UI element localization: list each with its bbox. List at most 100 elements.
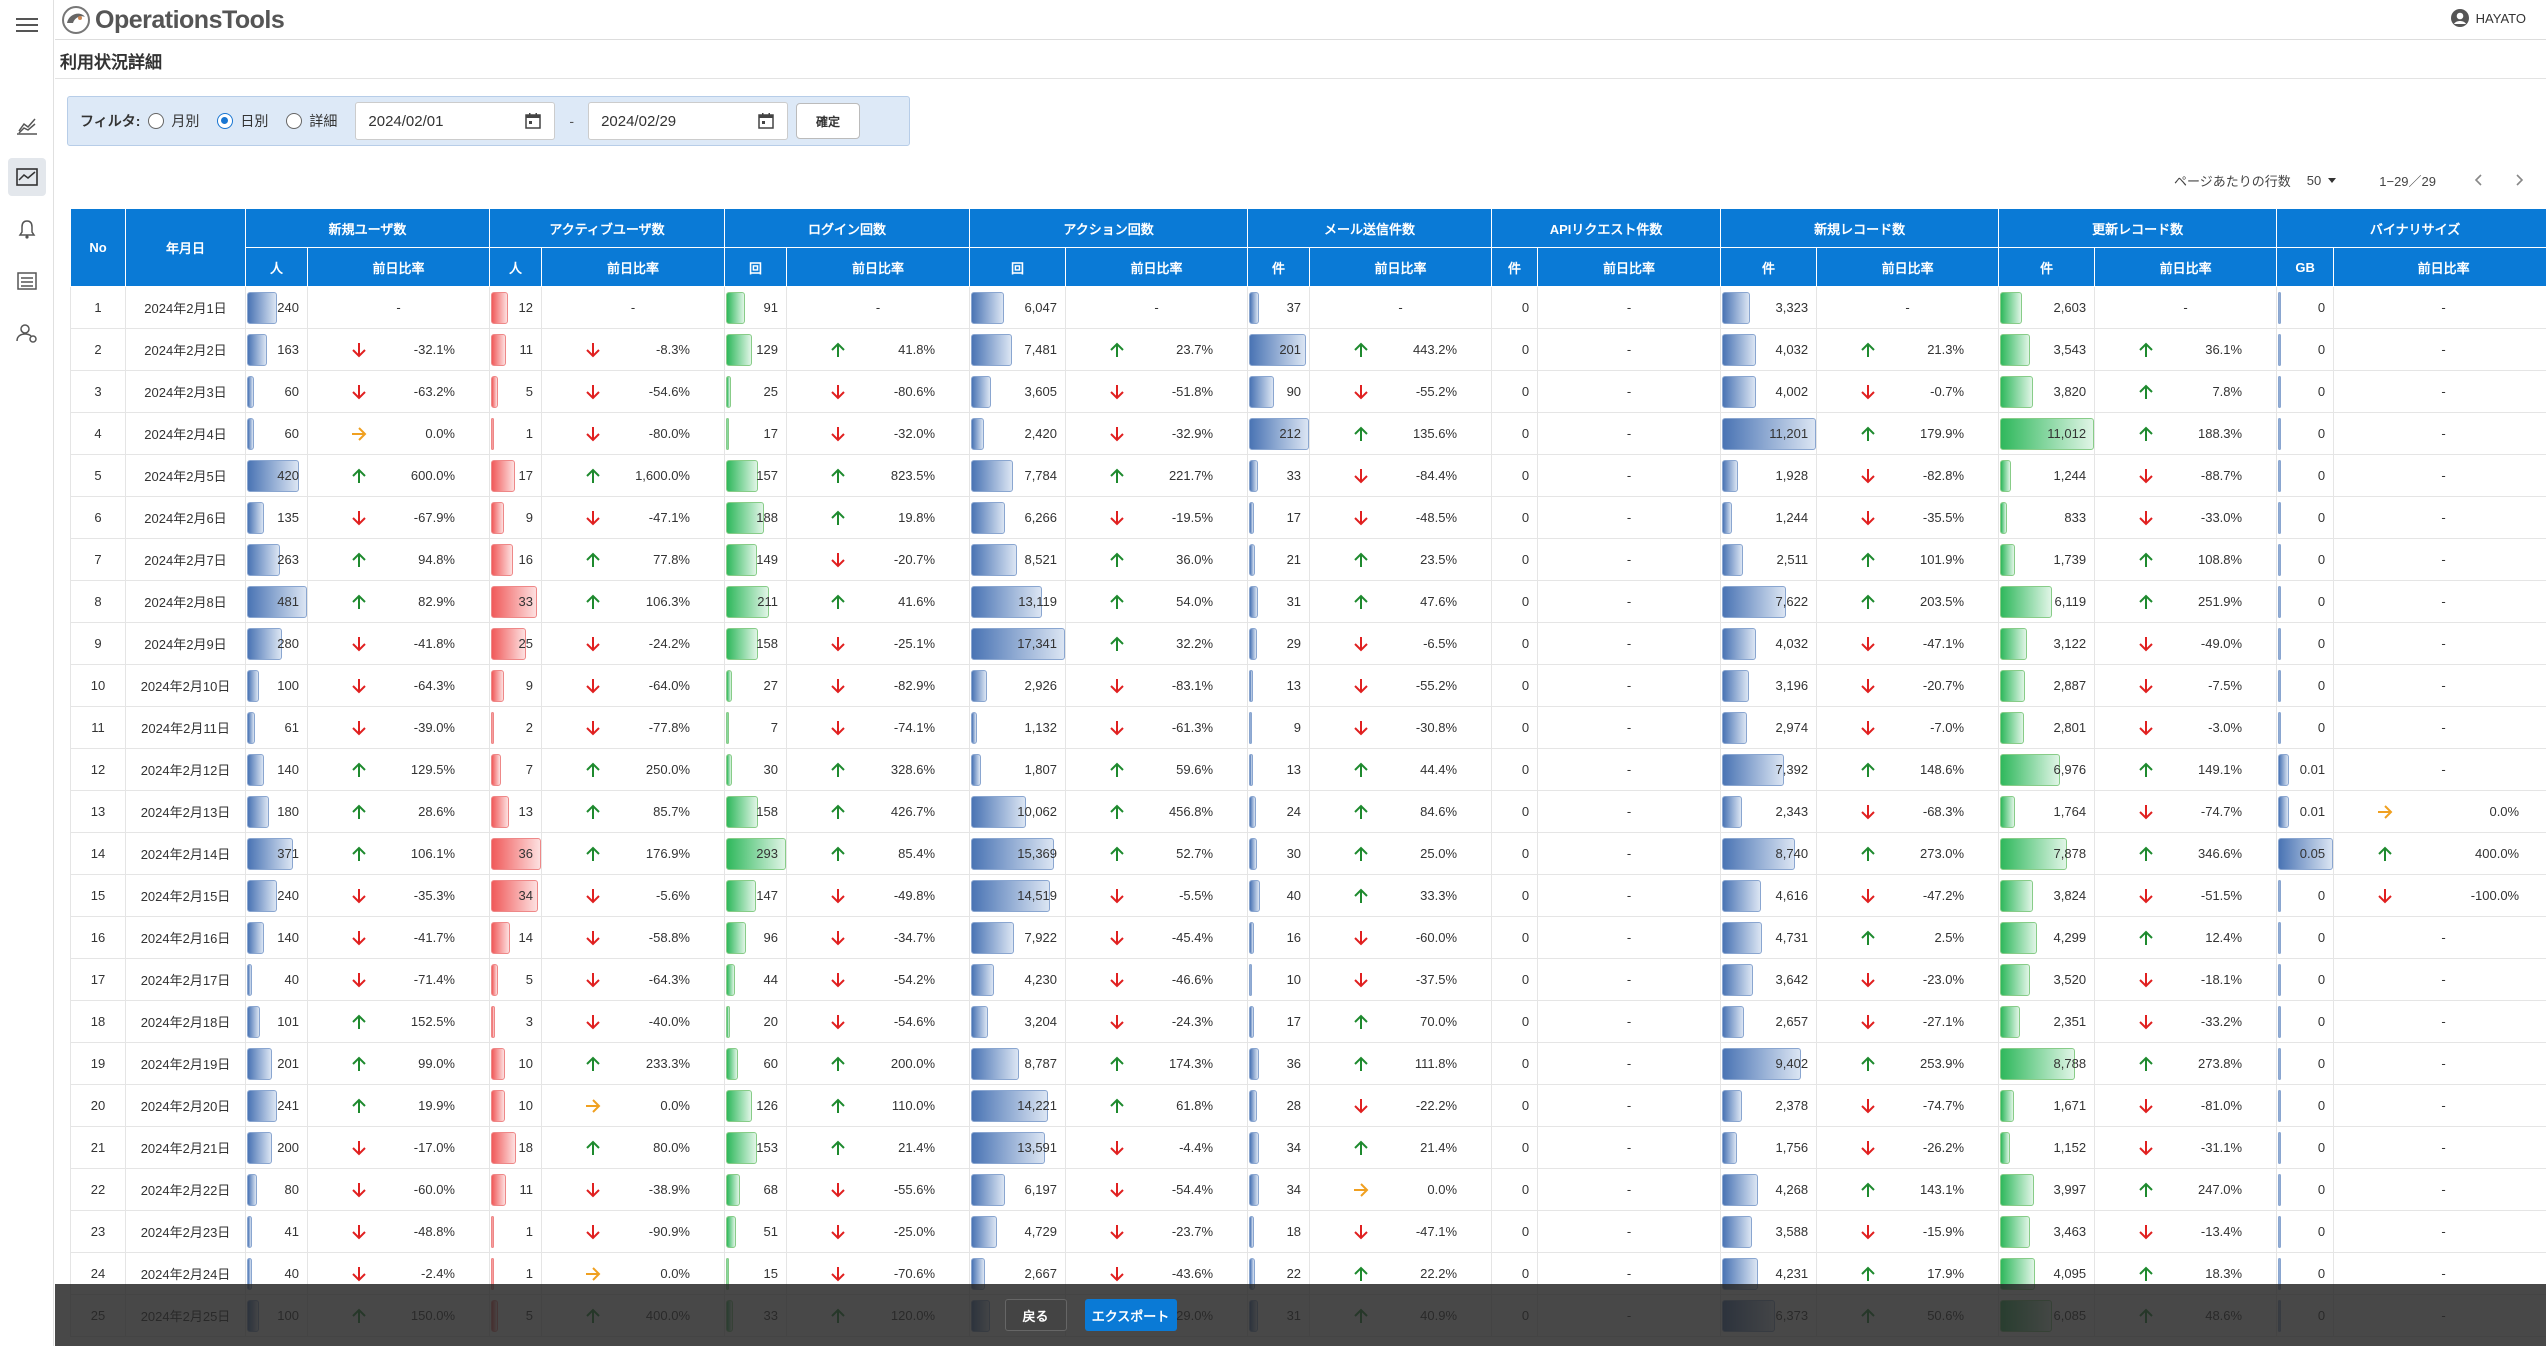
alert-bell-icon[interactable]: [8, 210, 46, 248]
ratio-cell: -5.6%: [541, 874, 725, 917]
ratio-cell: -80.6%: [785, 370, 971, 413]
metric-value: 90: [1286, 384, 1302, 399]
value-bar: [971, 1048, 1020, 1080]
row-no: 13: [70, 790, 126, 833]
ratio-cell: 251.9%: [2094, 580, 2278, 623]
radio-circle[interactable]: [148, 113, 165, 129]
metric-value: 28: [1286, 1098, 1302, 1113]
ratio-cell: -54.2%: [785, 958, 971, 1001]
value-bar: [247, 418, 254, 450]
table-row[interactable]: 11 2024年2月11日 61 -39.0% 2 -77.8% 7 -74.1% 1,132 -…: [70, 706, 2546, 749]
ratio-cell: -: [2333, 580, 2546, 623]
ratio-value: -23.7%: [1171, 1224, 1214, 1239]
calendar-icon[interactable]: [524, 112, 542, 130]
table-row[interactable]: 13 2024年2月13日 180 28.6% 13 85.7% 158 426.7% 10,0…: [70, 790, 2546, 833]
ratio-cell: -88.7%: [2094, 454, 2278, 497]
app-logo[interactable]: OperationsTools: [61, 4, 285, 36]
table-row[interactable]: 15 2024年2月15日 240 -35.3% 34 -5.6% 147 -49.8% 14,…: [70, 874, 2546, 917]
metric-value-cell: 0: [2276, 1000, 2335, 1043]
value-bar: [726, 1174, 740, 1206]
radio-detail[interactable]: 詳細: [286, 111, 337, 131]
metric-value-cell: 0: [1491, 916, 1539, 959]
user-admin-icon[interactable]: [8, 314, 46, 352]
ratio-header: 前日比率: [541, 247, 725, 287]
start-date-input[interactable]: 2024/02/01: [355, 102, 556, 140]
table-row[interactable]: 6 2024年2月6日 135 -67.9% 9 -47.1% 188 19.8% 6,266 -…: [70, 496, 2546, 539]
arrow-down-icon: [2139, 1098, 2153, 1113]
arrow-up-icon: [831, 846, 845, 861]
row-date: 2024年2月18日: [125, 1000, 246, 1043]
table-row[interactable]: 5 2024年2月5日 420 600.0% 17 1,600.0% 157 823.5% 7,…: [70, 454, 2546, 497]
radio-circle-checked[interactable]: [217, 113, 234, 129]
ratio-value: -31.1%: [2200, 1140, 2243, 1155]
table-row[interactable]: 21 2024年2月21日 200 -17.0% 18 80.0% 153 21.4% 13,5…: [70, 1126, 2546, 1169]
ratio-cell: 426.7%: [785, 790, 971, 833]
value-bar: [726, 376, 731, 408]
metric-value-cell: 0: [2276, 580, 2335, 623]
export-button[interactable]: エクスポート: [1084, 1299, 1177, 1331]
back-button[interactable]: 戻る: [1004, 1299, 1067, 1331]
table-row[interactable]: 12 2024年2月12日 140 129.5% 7 250.0% 30 328.6% 1,80…: [70, 748, 2546, 791]
menu-icon[interactable]: [8, 6, 46, 44]
metric-value: 27: [763, 678, 778, 693]
metric-value-cell: 11: [489, 328, 542, 371]
table-row[interactable]: 7 2024年2月7日 263 94.8% 16 77.8% 149 -20.7% 8,521 3…: [70, 538, 2546, 581]
table-row[interactable]: 23 2024年2月23日 41 -48.8% 1 -90.9% 51 -25.0% 4,729…: [70, 1210, 2546, 1253]
value-bar: [726, 1216, 736, 1248]
table-row[interactable]: 3 2024年2月3日 60 -63.2% 5 -54.6% 25 -80.6% 3,605 -5…: [70, 370, 2546, 413]
table-row[interactable]: 10 2024年2月10日 100 -64.3% 9 -64.0% 27 -82.9% 2,92…: [70, 664, 2546, 707]
table-row[interactable]: 19 2024年2月19日 201 99.0% 10 233.3% 60 200.0% 8,78…: [70, 1042, 2546, 1085]
arrow-up-icon: [1354, 1140, 1368, 1155]
metric-value-cell: 0: [2276, 286, 2335, 329]
user-menu[interactable]: HAYATO: [2450, 8, 2526, 28]
confirm-button[interactable]: 確定: [796, 103, 861, 139]
table-row[interactable]: 1 2024年2月1日 240-12-91-6,047-37-0-3,323-2,6…: [70, 286, 2546, 329]
metric-value: 0: [2317, 384, 2326, 399]
metric-value-cell: 0: [1491, 958, 1539, 1001]
arrow-up-icon: [586, 552, 600, 567]
metric-value: 7,878: [2053, 846, 2087, 861]
arrow-up-icon: [1354, 594, 1368, 609]
radio-circle[interactable]: [286, 113, 303, 129]
metric-value: 0: [1521, 720, 1530, 735]
row-date: 2024年2月2日: [125, 328, 246, 371]
value-bar: [491, 460, 515, 492]
value-bar: [2000, 586, 2053, 618]
value-bar: [726, 586, 769, 618]
prev-page-icon[interactable]: [2472, 173, 2486, 187]
arrow-up-icon: [831, 594, 845, 609]
ratio-cell: -32.9%: [1065, 412, 1249, 455]
list-icon[interactable]: [8, 262, 46, 300]
ratio-value: -90.9%: [648, 1224, 690, 1239]
ratio-cell: 108.8%: [2094, 538, 2278, 581]
table-row[interactable]: 8 2024年2月8日 481 82.9% 33 106.3% 211 41.6% 13,119…: [70, 580, 2546, 623]
ratio-cell: 19.9%: [307, 1084, 490, 1127]
radio-daily[interactable]: 日別: [217, 111, 268, 131]
ratio-value: 52.7%: [1176, 846, 1214, 861]
table-row[interactable]: 2 2024年2月2日 163 -32.1% 11 -8.3% 129 41.8% 7,481 2…: [70, 328, 2546, 371]
table-row[interactable]: 9 2024年2月9日 280 -41.8% 25 -24.2% 158 -25.1% 17,3…: [70, 622, 2546, 665]
chart-icon[interactable]: [8, 106, 46, 144]
ratio-value: -47.2%: [1922, 888, 1965, 903]
table-row[interactable]: 16 2024年2月16日 140 -41.7% 14 -58.8% 96 -34.7% 7,9…: [70, 916, 2546, 959]
metric-value-cell: 25: [489, 622, 542, 665]
ratio-cell: 36.0%: [1065, 538, 1249, 581]
end-date-input[interactable]: 2024/02/29: [588, 102, 789, 140]
table-row[interactable]: 22 2024年2月22日 80 -60.0% 11 -38.9% 68 -55.6% 6,19…: [70, 1168, 2546, 1211]
table-row[interactable]: 14 2024年2月14日 371 106.1% 36 176.9% 293 85.4% 15,…: [70, 832, 2546, 875]
next-page-icon[interactable]: [2512, 173, 2526, 187]
ratio-cell: 0.0%: [1309, 1168, 1493, 1211]
ratio-value: -37.5%: [1415, 972, 1458, 987]
rows-per-page-select[interactable]: 50: [2307, 173, 2339, 188]
ratio-cell: 600.0%: [307, 454, 490, 497]
radio-monthly[interactable]: 月別: [148, 111, 199, 131]
metric-value-cell: 3,323: [1720, 286, 1818, 329]
value-bar: [2000, 334, 2031, 366]
table-row[interactable]: 18 2024年2月18日 101 152.5% 3 -40.0% 20 -54.6% 3,20…: [70, 1000, 2546, 1043]
usage-report-icon[interactable]: [8, 158, 46, 196]
table-row[interactable]: 4 2024年2月4日 60 0.0% 1 -80.0% 17 -32.0% 2,420 -32.…: [70, 412, 2546, 455]
arrow-down-icon: [2139, 1140, 2153, 1155]
calendar-icon[interactable]: [757, 112, 775, 130]
table-row[interactable]: 17 2024年2月17日 40 -71.4% 5 -64.3% 44 -54.2% 4,230…: [70, 958, 2546, 1001]
table-row[interactable]: 20 2024年2月20日 241 19.9% 10 0.0% 126 110.0% 14,22…: [70, 1084, 2546, 1127]
